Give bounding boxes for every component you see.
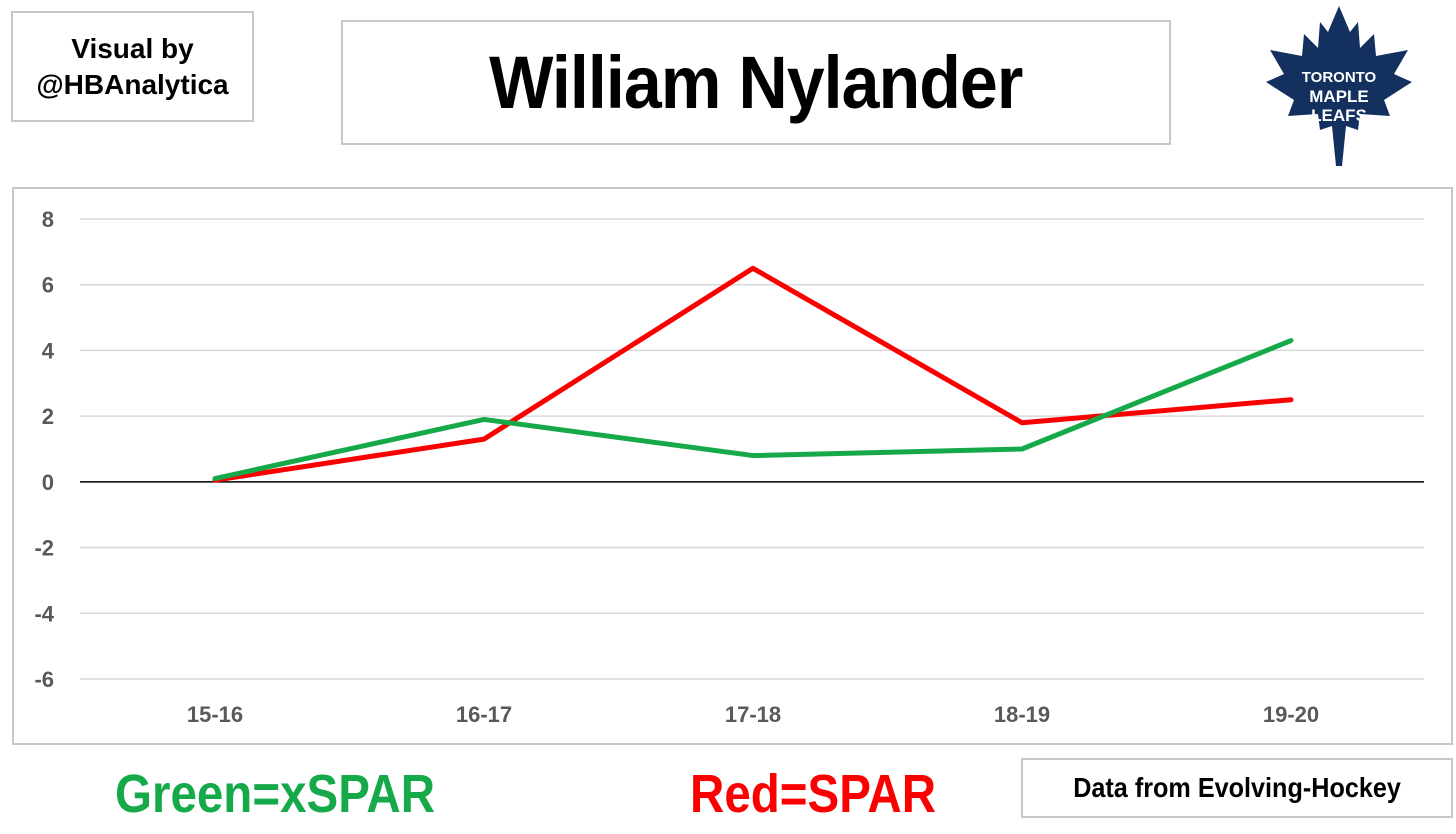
source-box: Data from Evolving-Hockey [1021, 758, 1453, 818]
y-tick-label: -6 [34, 667, 54, 692]
maple-leaf-shape [1266, 6, 1412, 166]
chart-area: 8 6 4 2 0 -2 -4 -6 15-16 16-17 17-18 18-19 19-20 [12, 187, 1453, 745]
y-tick-label: -4 [34, 601, 54, 626]
credit-line-2: @HBAnalytica [36, 68, 229, 100]
legend-spar: Red=SPAR [690, 764, 937, 824]
x-tick-label: 17-18 [725, 702, 781, 727]
x-tick-label: 19-20 [1263, 702, 1319, 727]
credit-line-1: Visual by [71, 32, 194, 64]
y-tick-label: 4 [42, 338, 55, 363]
x-tick-label: 18-19 [994, 702, 1050, 727]
y-tick-label: 2 [42, 404, 54, 429]
legend-xspar: Green=xSPAR [115, 764, 436, 824]
series-line-xspar [212, 338, 1294, 482]
y-tick-label: 0 [42, 470, 54, 495]
x-tick-label: 16-17 [456, 702, 512, 727]
x-tick-label: 15-16 [187, 702, 243, 727]
maple-leaf-logo-icon: TORONTO MAPLE LEAFS [1266, 6, 1412, 166]
y-tick-label: 6 [42, 273, 54, 298]
source-text: Data from Evolving-Hockey [1073, 772, 1401, 803]
chart-title: William Nylander [489, 41, 1023, 124]
logo-text-2: MAPLE [1309, 87, 1369, 106]
logo-text-1: TORONTO [1302, 69, 1377, 86]
y-tick-label: -2 [34, 536, 54, 561]
credit-box: Visual by @HBAnalytica [11, 11, 254, 122]
line-chart: 8 6 4 2 0 -2 -4 -6 15-16 16-17 17-18 18-19 19-20 [34, 207, 1424, 727]
title-box: William Nylander [341, 20, 1171, 145]
y-tick-label: 8 [42, 207, 54, 232]
series-line-spar [212, 265, 1294, 483]
logo-text-3: LEAFS [1311, 106, 1367, 125]
